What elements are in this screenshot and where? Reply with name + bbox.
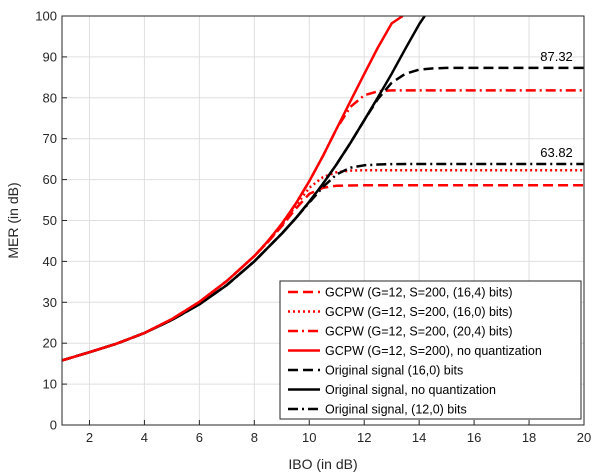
x-tick-label: 10 <box>302 430 316 445</box>
legend-label: GCPW (G=12, S=200, (20,4) bits) <box>325 325 513 339</box>
y-tick-label: 20 <box>43 336 57 351</box>
x-axis-label: IBO (in dB) <box>288 456 357 472</box>
legend-label: GCPW (G=12, S=200, (16,0) bits) <box>325 305 513 319</box>
y-tick-label: 30 <box>43 295 57 310</box>
y-tick-label: 80 <box>43 90 57 105</box>
legend-label: Original signal, (12,0) bits <box>325 403 467 417</box>
x-tick-label: 6 <box>196 430 203 445</box>
x-tick-label: 16 <box>467 430 481 445</box>
y-tick-label: 50 <box>43 213 57 228</box>
x-tick-label: 2 <box>86 430 93 445</box>
annotation-label: 63.82 <box>540 145 573 160</box>
annotations: 87.32 63.82 <box>540 49 573 160</box>
y-tick-label: 40 <box>43 254 57 269</box>
annotation-label: 87.32 <box>540 49 573 64</box>
y-tick-label: 90 <box>43 49 57 64</box>
axis-ticks: 2 4 6 8 10 12 14 16 18 20 0 10 20 30 40 50 60 70 80 90 100 <box>35 9 591 446</box>
series-lines <box>62 16 584 362</box>
y-tick-label: 0 <box>50 418 57 433</box>
x-tick-label: 4 <box>141 430 148 445</box>
y-tick-label: 100 <box>35 9 57 24</box>
y-tick-label: 70 <box>43 131 57 146</box>
x-tick-label: 14 <box>412 430 426 445</box>
x-tick-label: 12 <box>357 430 371 445</box>
legend-label: GCPW (G=12, S=200, (16,4) bits) <box>325 286 513 300</box>
legend-label: Original signal (16,0) bits <box>325 364 463 378</box>
legend-label: Original signal, no quantization <box>325 383 496 397</box>
legend: GCPW (G=12, S=200, (16,4) bits) GCPW (G=1… <box>279 280 582 420</box>
x-tick-label: 20 <box>577 430 591 445</box>
x-tick-label: 8 <box>251 430 258 445</box>
y-axis-label: MER (in dB) <box>5 182 21 258</box>
y-tick-label: 60 <box>43 172 57 187</box>
legend-label: GCPW (G=12, S=200), no quantization <box>325 344 542 358</box>
x-tick-label: 18 <box>522 430 536 445</box>
series-line <box>62 184 584 362</box>
y-tick-label: 10 <box>43 377 57 392</box>
legend-box <box>279 280 582 420</box>
series-line <box>62 16 404 362</box>
